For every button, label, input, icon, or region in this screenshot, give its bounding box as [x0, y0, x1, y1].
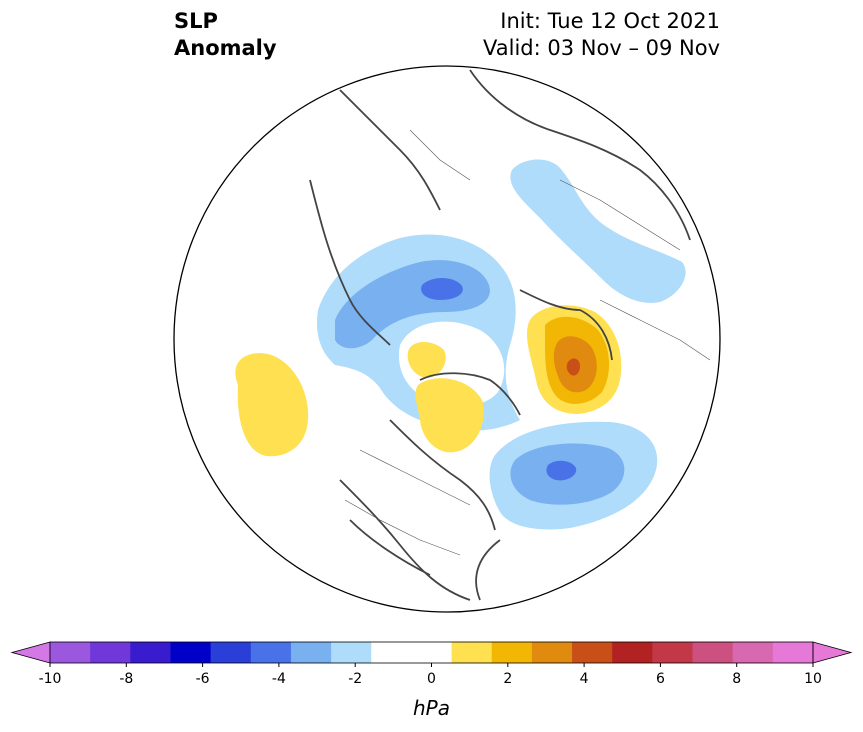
colorbar-swatch [612, 642, 653, 663]
colorbar-tick-label: -4 [272, 671, 286, 687]
polar-map [173, 65, 721, 613]
colorbar-tick-label: 4 [580, 671, 589, 687]
north-atlantic-negative-core [546, 460, 577, 481]
colorbar-swatch [170, 642, 212, 663]
colorbar-swatch [130, 642, 171, 663]
colorbar: -10 -8 -6 -4 -2 0 2 4 6 8 10 [10, 641, 853, 687]
map-boundary [173, 65, 721, 613]
init-date: Init: Tue 12 Oct 2021 [500, 9, 720, 33]
colorbar-tick-label: 8 [732, 671, 741, 687]
colorbar-swatch [50, 642, 91, 663]
colorbar-tick-label: 0 [427, 671, 436, 687]
colorbar-swatch [411, 642, 453, 663]
colorbar-ticks: -10 -8 -6 -4 -2 0 2 4 6 8 10 [39, 663, 822, 687]
colorbar-swatch [331, 642, 372, 663]
colorbar-unit-label: hPa [413, 696, 450, 720]
colorbar-tick-label: -10 [39, 671, 62, 687]
colorbar-tick-label: 10 [804, 671, 822, 687]
colorbar-over-extension [812, 641, 853, 664]
colorbar-swatch [772, 642, 814, 663]
forecast-dates: Init: Tue 12 Oct 2021 Valid: 03 Nov – 09… [483, 8, 720, 62]
coastlines [309, 69, 691, 601]
colorbar-tick-label: -6 [196, 671, 210, 687]
title-line-2: Anomaly [174, 36, 277, 60]
colorbar-swatch [692, 642, 734, 663]
arctic-canada-positive [415, 378, 484, 453]
colorbar-swatch [572, 642, 613, 663]
scandinavia-positive-core [566, 358, 580, 376]
siberia-negative [510, 159, 686, 303]
colorbar-swatch [732, 642, 774, 663]
colorbar-swatch [451, 642, 493, 663]
colorbar-tick-label: 2 [503, 671, 512, 687]
arctic-canada-positive-small [407, 341, 446, 378]
colorbar-tick-label: -2 [348, 671, 362, 687]
colorbar-tick-label: -8 [119, 671, 133, 687]
colorbar-swatch [210, 642, 252, 663]
north-pacific-positive [235, 353, 309, 457]
colorbar-swatches [10, 641, 853, 664]
colorbar-swatch [491, 642, 533, 663]
colorbar-swatch [531, 642, 573, 663]
valid-date: Valid: 03 Nov – 09 Nov [483, 36, 720, 60]
alaska-canada-negative-core [421, 277, 463, 300]
colorbar-under-extension [10, 641, 51, 664]
title-line-1: SLP [174, 9, 218, 33]
borders [344, 129, 711, 556]
anomaly-fields [235, 69, 711, 601]
map-title: SLP Anomaly [174, 8, 277, 62]
colorbar-tick-label: 6 [656, 671, 665, 687]
colorbar-swatch [371, 642, 412, 663]
colorbar-swatch [90, 642, 131, 663]
colorbar-swatch [290, 642, 332, 663]
colorbar-swatch [652, 642, 694, 663]
colorbar-swatch [250, 642, 292, 663]
